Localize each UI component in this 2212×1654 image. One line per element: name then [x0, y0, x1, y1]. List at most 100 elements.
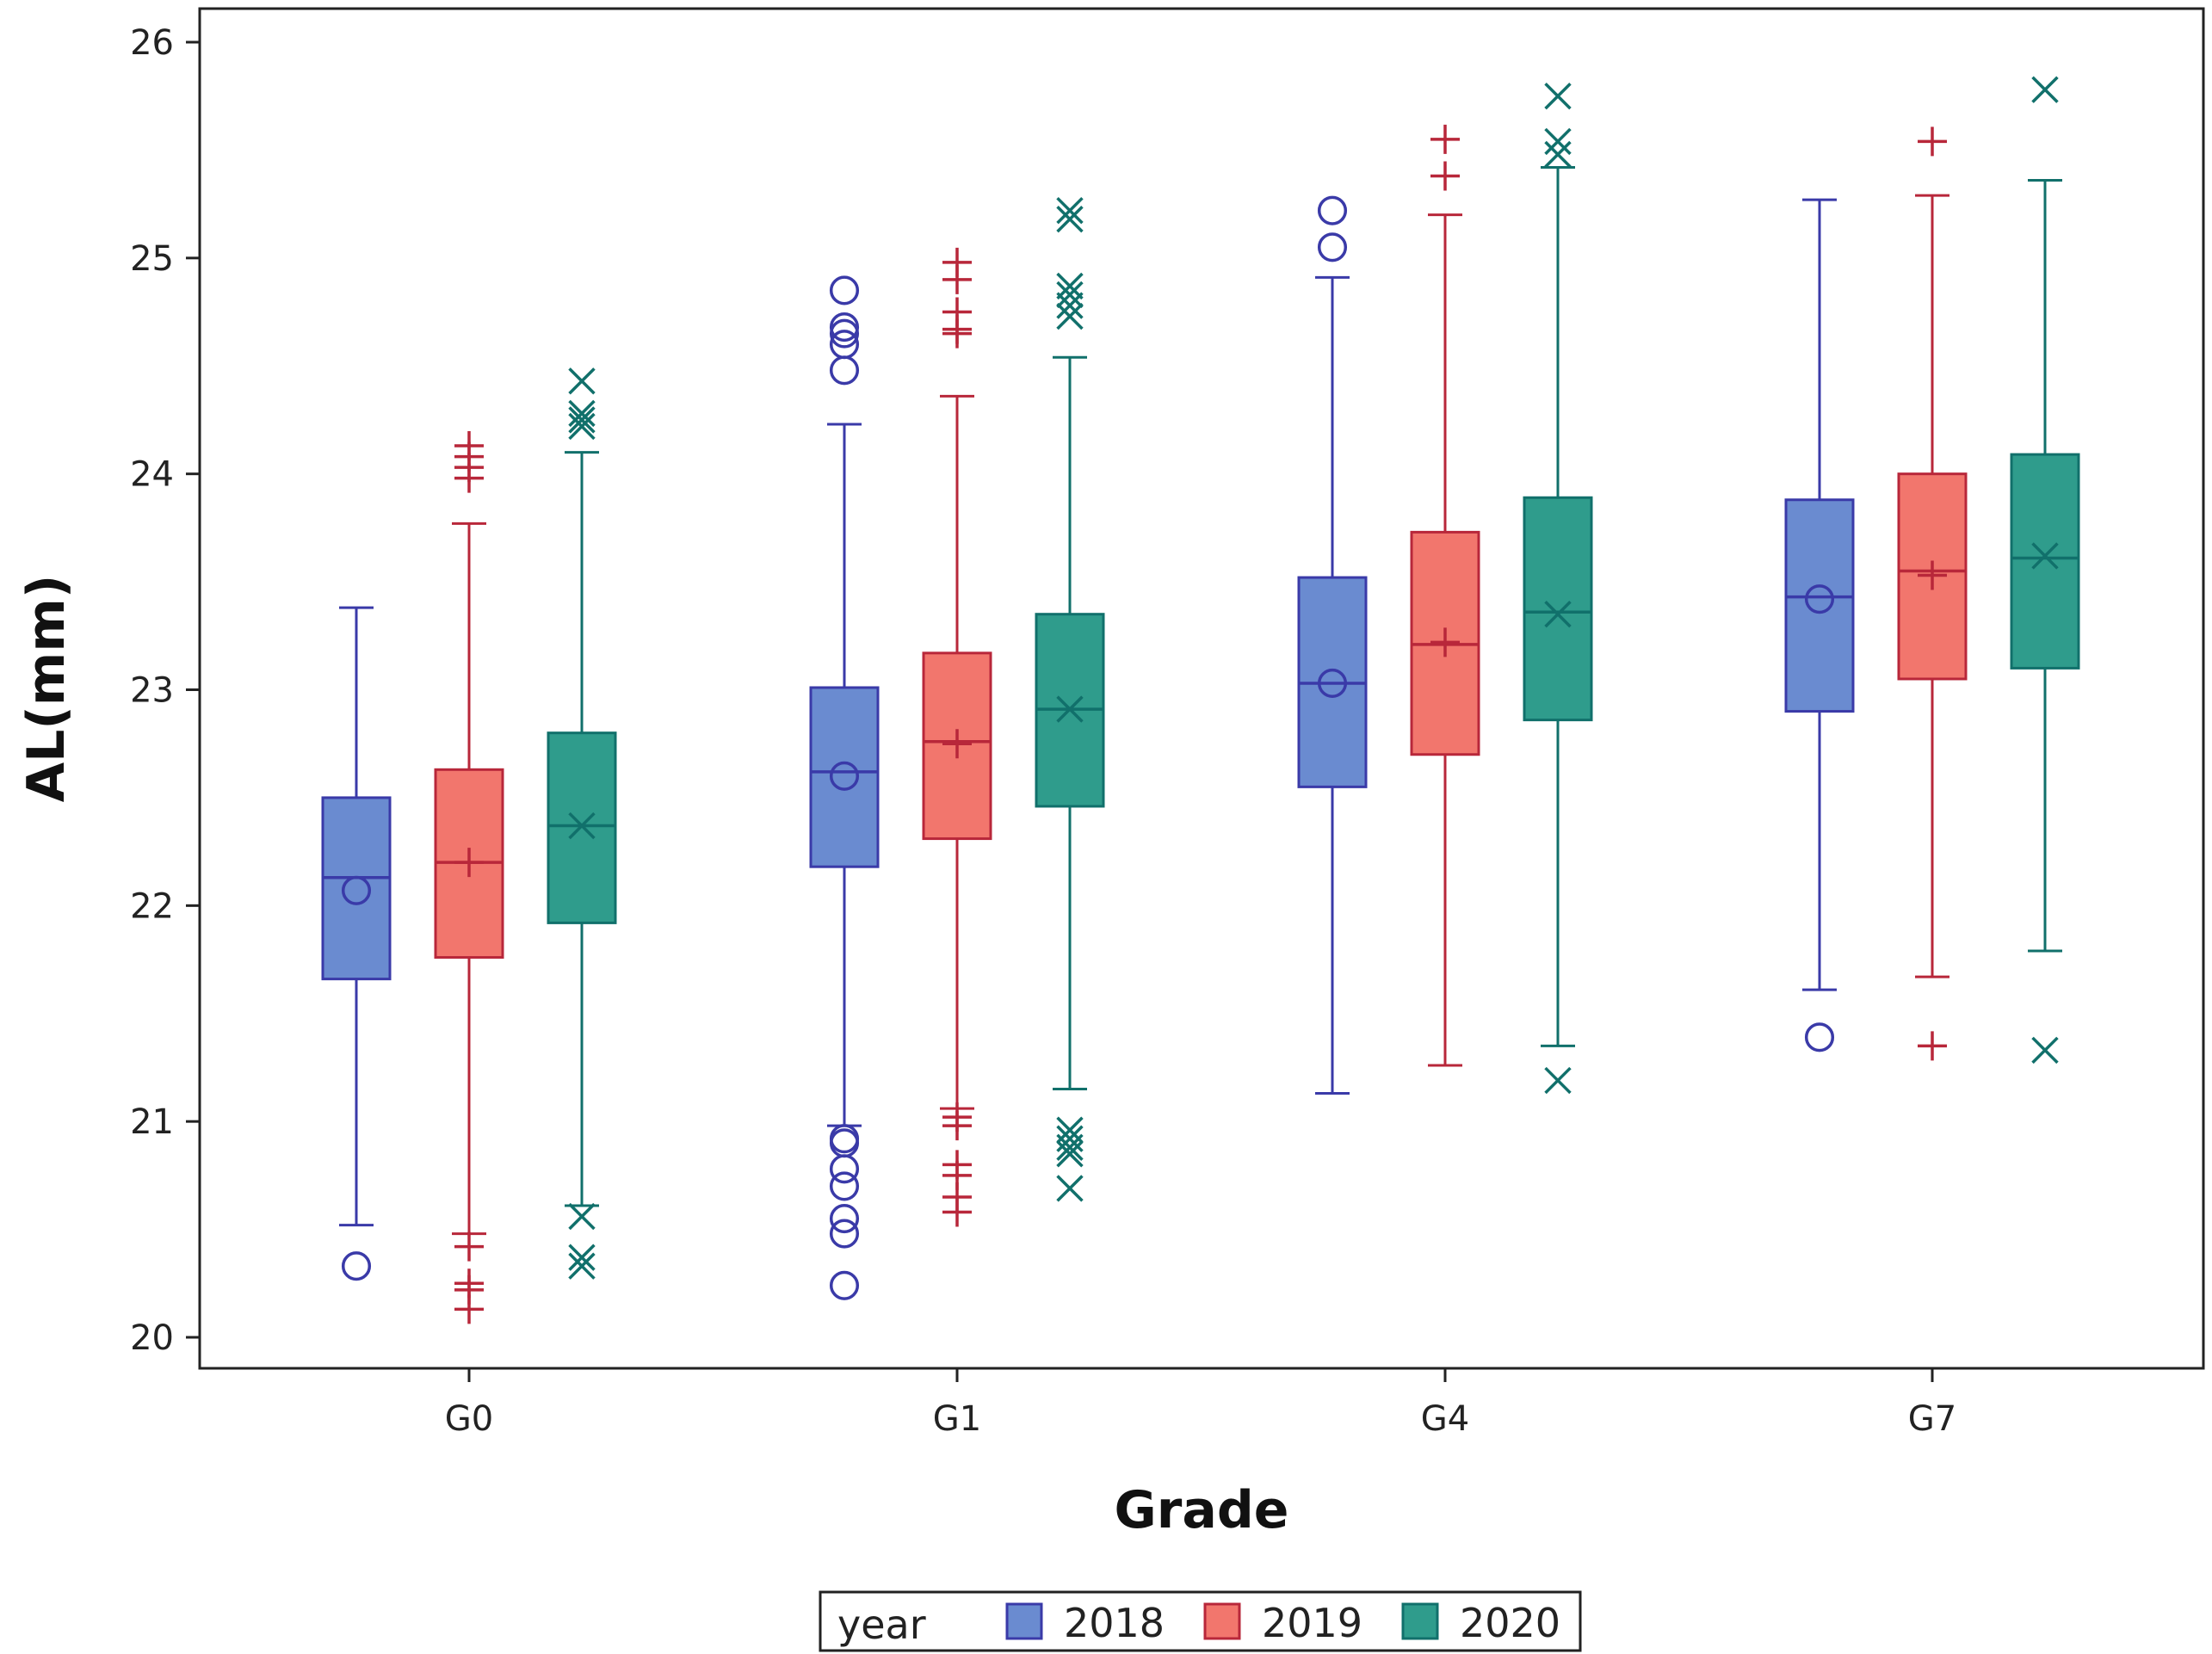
x-marker — [2031, 542, 2059, 570]
x-tick-label: G4 — [1421, 1399, 1469, 1439]
circle-marker — [341, 1251, 372, 1281]
plus-marker — [942, 1197, 972, 1227]
circle-marker — [829, 1270, 860, 1300]
circle-marker — [829, 1219, 860, 1249]
circle-marker — [1317, 232, 1348, 262]
legend-label-2020: 2020 — [1460, 1600, 1560, 1646]
x-marker — [1056, 196, 1084, 225]
circle-marker — [829, 318, 860, 349]
y-axis-title: AL(mm) — [16, 575, 77, 803]
plus-marker — [1430, 124, 1460, 154]
box-iqr — [2010, 453, 2080, 670]
x-marker — [568, 399, 596, 428]
x-tick-label: G7 — [1908, 1399, 1956, 1439]
x-axis-title: Grade — [1115, 1480, 1289, 1540]
plus-marker — [1918, 560, 1947, 590]
circle-marker — [829, 355, 860, 386]
box-G1-2019 — [922, 247, 992, 1227]
circle-marker — [1804, 1022, 1835, 1052]
x-marker — [1056, 1140, 1084, 1168]
x-marker — [1056, 302, 1084, 330]
y-tick-label: 23 — [130, 671, 174, 711]
x-axis: G0 G1 G4 G7 — [445, 1368, 1956, 1439]
x-marker — [1056, 695, 1084, 723]
x-tick-label: G0 — [445, 1399, 493, 1439]
legend-title: year — [837, 1602, 926, 1648]
x-marker — [1544, 1066, 1572, 1095]
y-tick-label: 25 — [130, 239, 174, 279]
box-iqr — [321, 796, 392, 981]
series-2019 — [434, 124, 1968, 1324]
circle-marker — [1317, 195, 1348, 225]
plus-marker — [454, 463, 484, 493]
circle-marker — [829, 312, 860, 343]
x-marker — [1056, 292, 1084, 319]
legend-swatch-2018 — [1005, 1602, 1043, 1640]
plus-marker — [1430, 161, 1460, 191]
plus-marker — [942, 264, 972, 294]
plus-marker — [454, 1231, 484, 1262]
plus-marker — [942, 1111, 972, 1141]
box-iqr — [547, 731, 617, 924]
x-marker — [568, 1202, 596, 1231]
x-marker — [568, 412, 596, 441]
circle-marker — [341, 875, 372, 905]
box-G4-2019 — [1410, 124, 1480, 1067]
y-tick-label: 21 — [130, 1102, 174, 1142]
y-tick-label: 20 — [130, 1318, 174, 1358]
box-G1-2018 — [809, 275, 880, 1300]
legend-swatch-2020 — [1401, 1602, 1439, 1640]
box-G7-2020 — [2010, 76, 2080, 1065]
x-marker — [1544, 140, 1572, 169]
x-marker — [1056, 1133, 1084, 1161]
legend: year 2018 2019 2020 — [819, 1590, 1582, 1652]
x-marker — [568, 367, 596, 395]
y-tick-label: 26 — [130, 23, 174, 63]
legend-swatch-2019 — [1203, 1602, 1241, 1640]
legend-label-2019: 2019 — [1262, 1600, 1362, 1646]
plus-marker — [1430, 627, 1460, 657]
x-marker — [1544, 83, 1572, 110]
plus-marker — [1918, 1031, 1947, 1061]
x-marker — [2031, 1036, 2059, 1065]
x-marker — [1544, 127, 1572, 156]
circle-marker — [1317, 668, 1348, 699]
x-marker — [568, 406, 596, 434]
box-G4-2020 — [1523, 83, 1593, 1095]
x-marker — [1544, 601, 1572, 628]
plus-marker — [454, 848, 484, 878]
plus-marker — [942, 318, 972, 349]
box-G7-2019 — [1897, 127, 1968, 1061]
x-marker — [1056, 272, 1084, 300]
x-marker — [568, 1244, 596, 1271]
x-marker — [1056, 205, 1084, 233]
y-tick-label: 24 — [130, 455, 174, 495]
circle-marker — [829, 1154, 860, 1184]
x-marker — [1056, 1175, 1084, 1202]
box-G0-2019 — [434, 431, 504, 1324]
x-marker — [568, 812, 596, 840]
box-G7-2018 — [1784, 198, 1855, 1052]
x-marker — [568, 1252, 596, 1280]
box-G4-2018 — [1297, 195, 1368, 1095]
x-marker — [2031, 76, 2059, 103]
circle-marker — [829, 1203, 860, 1234]
circle-marker — [829, 761, 860, 791]
legend-frame — [819, 1590, 1582, 1652]
plus-marker — [942, 729, 972, 759]
plus-marker — [1918, 127, 1947, 157]
x-tick-label: G1 — [933, 1399, 981, 1439]
box-G0-2018 — [321, 606, 392, 1281]
box-series-group — [321, 76, 2080, 1324]
legend-label-2018: 2018 — [1064, 1600, 1165, 1646]
series-2020 — [547, 76, 2080, 1280]
circle-marker — [1804, 584, 1835, 614]
box-G1-2020 — [1035, 196, 1105, 1202]
plus-marker — [454, 1294, 484, 1324]
x-marker — [1056, 281, 1084, 309]
plot-frame — [198, 7, 2205, 1370]
y-axis: 20 21 22 23 24 25 26 — [130, 23, 200, 1358]
circle-marker — [829, 275, 860, 305]
series-2018 — [321, 195, 1855, 1300]
